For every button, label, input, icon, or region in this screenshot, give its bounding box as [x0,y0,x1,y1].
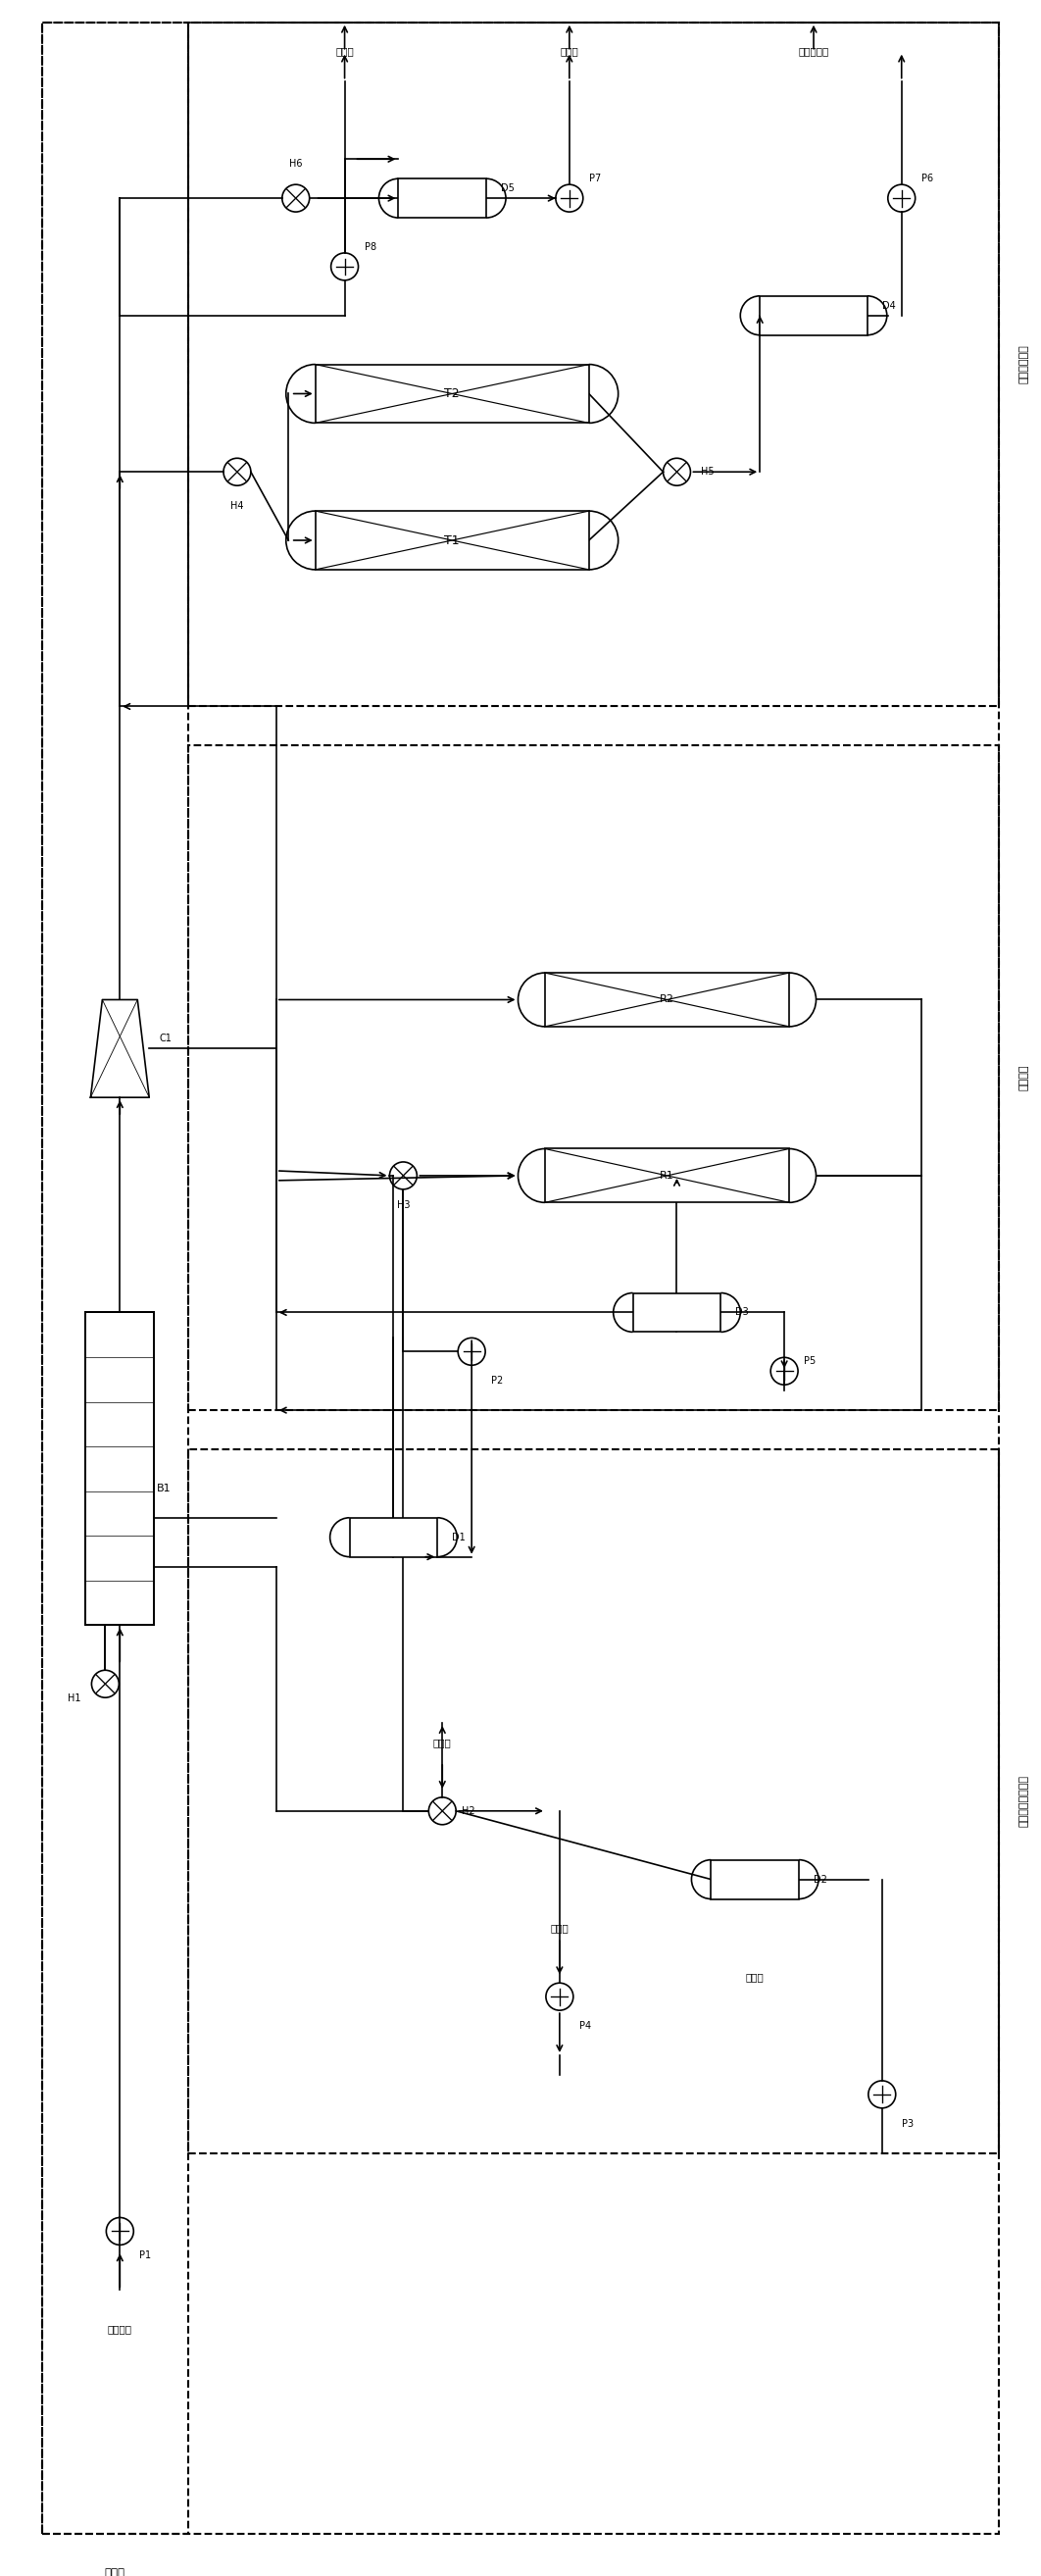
Bar [711,1860,798,1899]
Text: P2: P2 [491,1376,503,1386]
Bar [315,510,589,569]
Text: 排空气: 排空气 [433,1739,452,1747]
Text: D2: D2 [814,1875,828,1883]
Text: H2: H2 [462,1806,476,1816]
Text: H1: H1 [68,1692,81,1703]
Bar [399,178,486,219]
Text: 再生核: 再生核 [560,46,579,57]
Bar [42,23,188,2535]
Text: P1: P1 [139,2251,151,2262]
Text: P5: P5 [804,1358,816,1365]
Bar [315,363,589,422]
Text: P4: P4 [579,2022,591,2030]
Text: R1: R1 [660,1170,675,1180]
Text: H3: H3 [397,1200,410,1211]
Text: 加氢单元: 加氢单元 [1019,1064,1029,1090]
Text: T2: T2 [445,386,460,399]
Text: D4: D4 [882,301,895,312]
Text: D3: D3 [735,1309,748,1316]
Bar [760,296,867,335]
Text: D1: D1 [452,1533,465,1543]
Bar [188,1450,999,2154]
Text: H6: H6 [289,160,302,170]
Bar [188,744,999,1409]
Text: P8: P8 [364,242,376,252]
Text: B1: B1 [157,1484,171,1494]
Text: 低碳混合醇: 低碳混合醇 [798,46,829,57]
Bar [544,974,789,1028]
Text: H5: H5 [702,466,714,477]
Text: P7: P7 [589,173,601,183]
Text: P3: P3 [902,2120,913,2128]
Text: 吸附脱水单元: 吸附脱水单元 [1019,345,1029,384]
Bar [85,1311,154,1625]
Bar [633,1293,720,1332]
Text: 萃取液: 萃取液 [745,1973,764,1981]
Text: 蒸馏汽化脱水单元: 蒸馏汽化脱水单元 [1019,1775,1029,1826]
Text: H4: H4 [230,502,244,510]
Bar [544,1149,789,1203]
Text: 前蒸馏: 前蒸馏 [105,2566,125,2576]
Text: C1: C1 [159,1033,172,1043]
Text: D5: D5 [501,183,514,193]
Text: 排空气: 排空气 [551,1924,568,1932]
Bar [350,1517,437,1556]
Text: 排空气: 排空气 [335,46,354,57]
Text: T1: T1 [445,533,460,546]
Text: P6: P6 [921,173,933,183]
Bar [188,23,999,706]
Text: 原料轻醇: 原料轻醇 [107,2324,132,2334]
Text: R2: R2 [660,994,675,1005]
